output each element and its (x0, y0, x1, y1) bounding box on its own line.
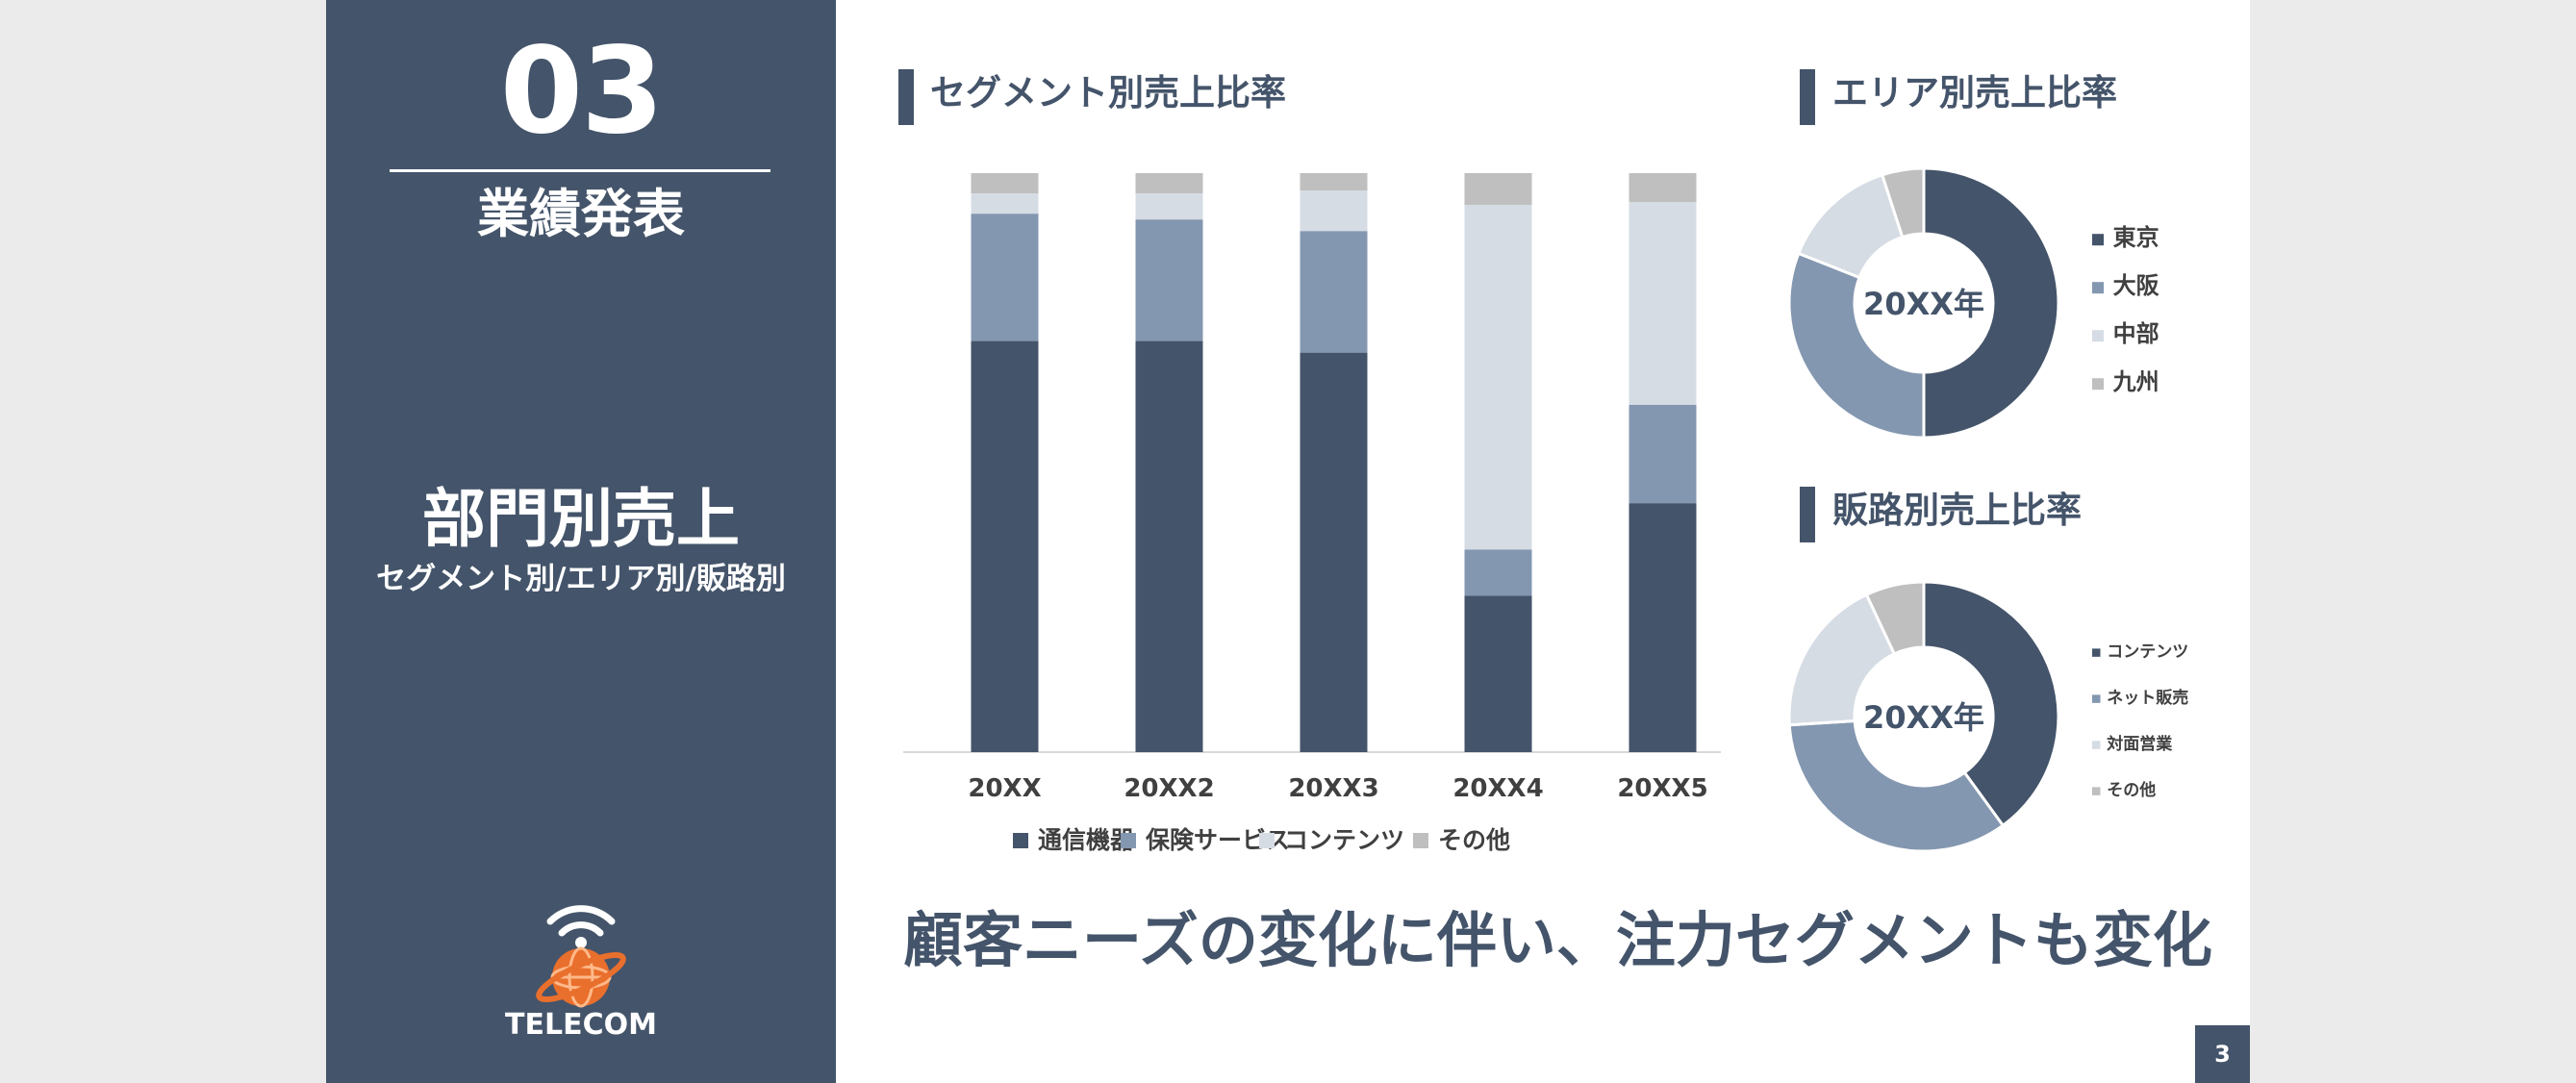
section-divider (390, 169, 770, 172)
headline: 顧客ニーズの変化に伴い、注力セグメントも変化 (903, 905, 2212, 975)
x-tick-label: 20XX4 (1452, 774, 1543, 803)
donut-center-label: 20XX年 (1863, 699, 1984, 736)
legend-swatch (1013, 833, 1028, 848)
bar-segment (971, 214, 1039, 341)
legend-label: コンテンツ (1284, 826, 1404, 854)
segment-title-bar (898, 69, 914, 125)
logo-text: TELECOM (505, 1008, 657, 1042)
legend-label: 九州 (2112, 368, 2159, 395)
legend-swatch (1259, 833, 1275, 848)
section-number: 03 (499, 22, 665, 161)
slide: 03 業績発表 部門別売上 セグメント別/エリア別/販路別 TELECOM セグ… (326, 0, 2250, 1083)
department-subtitle: セグメント別/エリア別/販路別 (376, 562, 786, 596)
x-tick-label: 20XX (968, 774, 1041, 803)
legend-swatch (2092, 787, 2101, 795)
donut-slice (1787, 718, 2006, 853)
legend-swatch (1121, 833, 1136, 848)
department-title: 部門別売上 (422, 482, 740, 556)
page-number: 3 (2195, 1025, 2250, 1083)
legend-label: その他 (1438, 826, 1510, 854)
x-tick-label: 20XX5 (1617, 774, 1707, 803)
channel-chart-title: 販路別売上比率 (1832, 490, 2082, 531)
bar-segment (1629, 202, 1697, 405)
bar-segment (1629, 503, 1697, 752)
donut-slice (1880, 166, 1926, 239)
bar-segment (971, 340, 1039, 752)
x-tick-label: 20XX3 (1288, 774, 1378, 803)
donut-slice (1922, 580, 2060, 828)
bar-segment (1300, 352, 1368, 752)
wifi-globe-icon (536, 905, 626, 1008)
donut-slice (1864, 580, 1926, 656)
channel-title-bar (1800, 487, 1815, 542)
legend-swatch (2092, 694, 2101, 703)
bar-segment (1135, 173, 1203, 194)
bar-segment (1464, 549, 1532, 596)
legend-label: 大阪 (2113, 272, 2159, 299)
bar-segment (1135, 340, 1203, 752)
legend-swatch (2092, 234, 2104, 246)
bar-segment (1629, 173, 1697, 203)
section-title: 業績発表 (477, 184, 685, 244)
legend-label: 中部 (2113, 320, 2159, 347)
legend-label: コンテンツ (2107, 642, 2188, 662)
area-chart-title: エリア別売上比率 (1832, 72, 2117, 113)
bar-segment (1629, 404, 1697, 504)
bar-segment (1464, 173, 1532, 206)
bar-segment (1135, 193, 1203, 220)
donut-slice (1922, 166, 2060, 440)
side-panel: 03 業績発表 部門別売上 セグメント別/エリア別/販路別 TELECOM (326, 0, 836, 1083)
legend-label: その他 (2107, 780, 2156, 800)
legend-swatch (2092, 648, 2101, 657)
legend-label: ネット販売 (2107, 688, 2188, 708)
legend-label: 通信機器 (1038, 826, 1135, 854)
segment-stacked-bar-chart: 20XX 20XX2 20XX3 20XX4 20XX5通信機器 保険サービスコンテンツそ… (903, 173, 1721, 854)
bar-segment (971, 173, 1039, 194)
legend-swatch (2092, 378, 2104, 390)
bar-segment (1300, 231, 1368, 353)
bar-segment (1300, 190, 1368, 232)
legend-label: 対面営業 (2106, 734, 2172, 754)
bar-segment (1135, 219, 1203, 341)
bar-segment (1464, 205, 1532, 550)
bar-segment (971, 193, 1039, 214)
donut-slice (1787, 251, 1926, 440)
legend-swatch (2092, 282, 2104, 294)
bar-segment (1300, 173, 1368, 191)
bar-segment (1464, 595, 1532, 752)
legend-swatch (2092, 741, 2101, 749)
segment-chart-title: セグメント別売上比率 (930, 72, 1286, 113)
legend-label: 東京 (2113, 224, 2159, 251)
area-title-bar (1800, 69, 1815, 125)
legend-swatch (1413, 833, 1428, 848)
x-tick-label: 20XX2 (1124, 774, 1214, 803)
donut-center-label: 20XX年 (1863, 286, 1984, 322)
legend-swatch (2092, 330, 2104, 342)
